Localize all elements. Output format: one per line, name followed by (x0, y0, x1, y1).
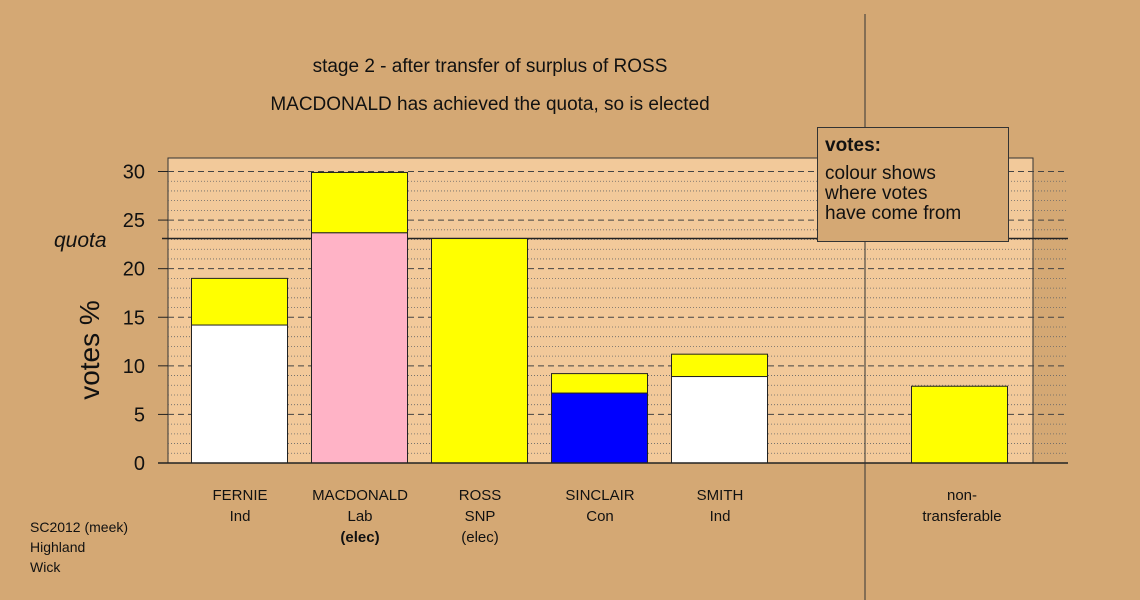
bar-transferred (191, 277, 288, 326)
bar-transferred (671, 353, 768, 378)
candidate-label-non-transferable: non- transferable (897, 485, 1027, 527)
bar-first-preference (311, 232, 408, 464)
bar-transferred (911, 385, 1008, 464)
candidate-party: transferable (922, 508, 1002, 525)
y-tick-label: 20 (123, 259, 145, 281)
quota-label: quota (54, 229, 107, 252)
footer-line: Wick (30, 559, 61, 575)
footer-line: SC2012 (meek) (30, 519, 129, 535)
candidate-status: (elec) (340, 529, 380, 546)
y-tick-label: 5 (134, 404, 145, 426)
candidate-party: Ind (709, 508, 731, 525)
candidate-party: Lab (347, 508, 373, 525)
chart-subtitle: MACDONALD has achieved the quota, so is … (270, 94, 710, 115)
y-tick-label: 10 (123, 356, 145, 378)
candidate-party: SNP (464, 508, 496, 525)
candidate-label-fernie: FERNIE Ind (175, 485, 305, 527)
candidate-name: ROSS (458, 487, 502, 504)
legend-heading: votes: (825, 135, 881, 156)
bar-transferred (311, 171, 408, 234)
candidate-label-ross: ROSS SNP (elec) (415, 485, 545, 548)
bar-first-preference (551, 392, 648, 464)
candidate-name: SINCLAIR (565, 487, 635, 504)
legend-box: votes: colour shows where votes have com… (817, 127, 1009, 242)
y-tick-label: 25 (123, 210, 145, 232)
candidate-status: (elec) (461, 529, 499, 546)
bar-first-preference (671, 376, 768, 464)
chart-title: stage 2 - after transfer of surplus of R… (312, 56, 668, 77)
candidate-label-macdonald: MACDONALD Lab (elec) (295, 485, 425, 548)
candidate-name: SMITH (696, 487, 744, 504)
y-tick-label: 30 (123, 162, 145, 184)
candidate-party: Ind (229, 508, 251, 525)
candidate-name: non- (946, 487, 978, 504)
candidate-party: Con (586, 508, 614, 525)
legend-line: where votes (825, 183, 928, 204)
bar-first-preference (191, 324, 288, 464)
candidate-label-smith: SMITH Ind (655, 485, 785, 527)
y-axis-label: votes % (74, 300, 105, 400)
bar-transferred (551, 373, 648, 394)
legend-line: colour shows (825, 163, 936, 184)
y-tick-label: 15 (123, 307, 145, 329)
candidate-name: FERNIE (212, 487, 268, 504)
candidate-name: MACDONALD (312, 487, 408, 504)
legend-line: have come from (825, 203, 962, 224)
candidate-label-sinclair: SINCLAIR Con (535, 485, 665, 527)
footer-info: SC2012 (meek) Highland Wick (30, 517, 128, 577)
footer-line: Highland (30, 539, 86, 555)
y-tick-label: 0 (134, 453, 145, 475)
bar-first-preference (431, 238, 528, 464)
